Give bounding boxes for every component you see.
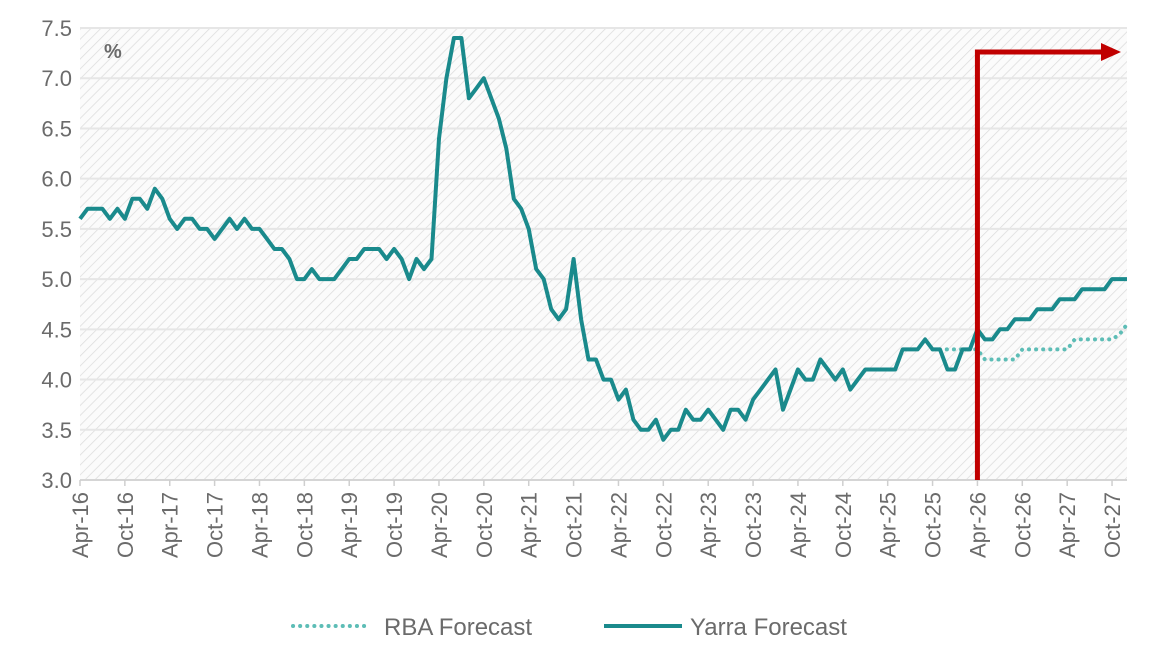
x-tick-label: Oct-27 [1100,492,1125,558]
x-tick-label: Oct-18 [292,492,317,558]
series-line [930,322,1129,362]
y-tick-label: 3.5 [41,418,72,443]
x-tick-label: Apr-21 [517,492,542,558]
series-yarra-forecast [78,36,1127,442]
forecast-marker [974,43,1121,480]
x-tick-label: Apr-27 [1055,492,1080,558]
x-tick-label: Apr-26 [965,492,990,558]
x-tick-label: Apr-23 [696,492,721,558]
x-tick-label: Oct-22 [651,492,676,558]
x-tick-label: Oct-20 [472,492,497,558]
forecast-marker-line [974,49,1105,480]
y-tick-label: 6.0 [41,167,72,192]
x-tick-label: Apr-20 [427,492,452,558]
plot-area [80,28,1127,480]
y-tick-label: 4.5 [41,317,72,342]
unit-label: % [104,41,122,63]
y-tick-label: 7.0 [41,66,72,91]
x-tick-label: Apr-25 [876,492,901,558]
x-tick-label: Oct-26 [1010,492,1035,558]
x-tick-label: Apr-19 [337,492,362,558]
x-tick-label: Oct-25 [921,492,946,558]
y-tick-label: 5.0 [41,267,72,292]
legend-item: Yarra Forecast [604,614,847,641]
series-line [78,36,1127,442]
x-tick-label: Oct-19 [382,492,407,558]
legend: RBA Forecast Yarra Forecast [291,614,847,641]
legend-item: RBA Forecast [291,614,532,641]
legend-label: RBA Forecast [384,614,532,641]
x-tick-label: Apr-24 [786,492,811,558]
y-tick-label: 3.0 [41,468,72,493]
x-tick-label: Apr-16 [68,492,93,558]
x-tick-label: Oct-24 [831,492,856,558]
legend-label: Yarra Forecast [690,614,847,641]
series-rba-forecast [930,322,1129,362]
y-tick-label: 7.5 [41,16,72,41]
y-tick-label: 5.5 [41,217,72,242]
x-tick-label: Oct-17 [203,492,228,558]
x-tick-label: Apr-22 [606,492,631,558]
x-tick-label: Oct-16 [113,492,138,558]
y-tick-label: 6.5 [41,116,72,141]
series-layer [78,36,1129,442]
forecast-arrow-head [1101,43,1121,61]
x-tick-label: Oct-23 [741,492,766,558]
x-tick-label: Oct-21 [562,492,587,558]
y-tick-label: 4.0 [41,368,72,393]
axes: 3.0 3.5 4.0 4.5 5.0 5.5 6.0 6.5 7.0 7.5 Apr-16 Oct-… [41,16,1127,558]
x-tick-label: Apr-18 [247,492,272,558]
x-tick-label: Apr-17 [158,492,183,558]
